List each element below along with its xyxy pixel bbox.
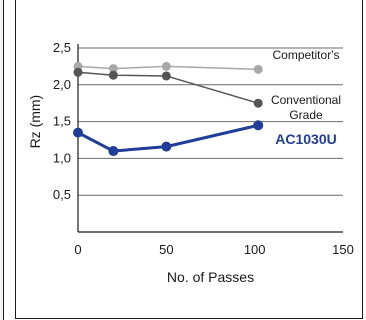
chart-frame: [15, 0, 363, 319]
x-tick-labels: 0 50 100 150: [74, 242, 353, 257]
series-label-conventional-line2: Grade: [289, 108, 323, 122]
series-line-competitor: [77, 65, 259, 71]
series-line-conventional: [77, 71, 259, 104]
series-layer: [73, 61, 264, 157]
y-tick-label-1: 1,0: [53, 150, 71, 165]
data-point-conventional-0: [73, 67, 83, 77]
data-point-ac1030u-3: [253, 120, 264, 131]
x-tick-label-0: 0: [74, 242, 81, 257]
x-tick-label-3: 150: [332, 242, 354, 257]
x-axis-title: No. of Passes: [167, 269, 254, 285]
series-label-competitor: Competitor's: [273, 48, 340, 62]
y-axis-title: Rz (mm): [27, 95, 43, 149]
data-point-competitor-3: [253, 64, 263, 74]
data-point-conventional-1: [108, 70, 118, 80]
data-point-ac1030u-0: [73, 127, 83, 138]
x-tick-label-2: 100: [244, 242, 266, 257]
series-labels: Competitor's Conventional Grade AC1030U: [271, 48, 341, 147]
adjacent-panel-edge: [0, 0, 4, 320]
y-tick-label-4: 2,5: [53, 40, 71, 55]
series-label-ac1030u: AC1030U: [275, 131, 336, 147]
gridlines: [78, 47, 343, 196]
data-point-competitor-2: [161, 61, 171, 71]
y-tick-label-2: 1,5: [53, 114, 71, 129]
data-point-competitor-1: [108, 64, 118, 74]
x-tick-label-1: 50: [159, 242, 173, 257]
y-tick-labels: 0,5 1,0 1,5 2,0 2,5: [53, 40, 71, 202]
data-point-ac1030u-1: [108, 146, 119, 157]
data-point-ac1030u-2: [161, 141, 172, 152]
data-point-conventional-2: [161, 71, 171, 81]
y-tick-label-3: 2,0: [53, 77, 71, 92]
series-label-conventional-line1: Conventional: [271, 93, 341, 107]
series-line-ac1030u: [77, 123, 259, 153]
y-tick-label-0: 0,5: [53, 187, 71, 202]
data-point-conventional-3: [253, 98, 263, 108]
